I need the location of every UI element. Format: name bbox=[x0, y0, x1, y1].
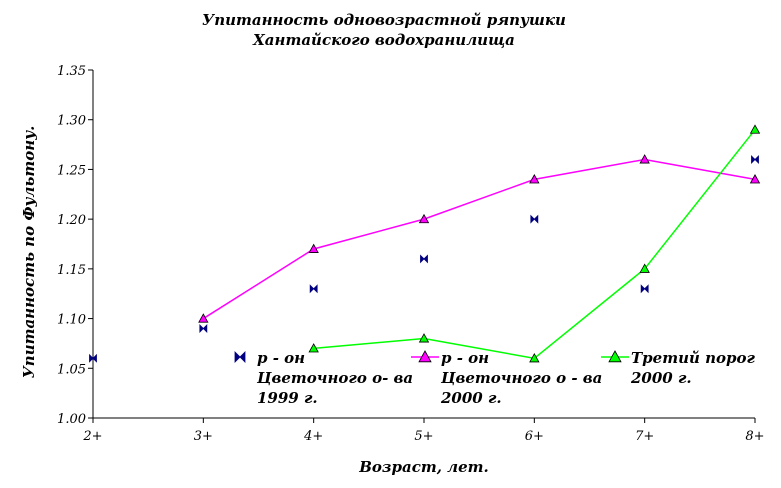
data-point bbox=[92, 353, 97, 363]
legend-label: 2000 г. bbox=[630, 369, 692, 387]
data-point bbox=[308, 243, 319, 253]
legend-label: Цветочного о- ва bbox=[256, 369, 413, 387]
chart-title-line-1: Упитанность одновозрастной ряпушки bbox=[202, 11, 566, 29]
series-line bbox=[202, 158, 756, 320]
x-tick-label: 5+ bbox=[414, 429, 433, 444]
y-tick-label: 1.35 bbox=[57, 64, 86, 79]
series-3 bbox=[308, 124, 761, 363]
series-2 bbox=[198, 154, 761, 323]
chart-title: Упитанность одновозрастной ряпушки Ханта… bbox=[202, 11, 566, 49]
data-point bbox=[640, 284, 646, 294]
data-point bbox=[644, 284, 649, 294]
y-ticks: 1.00 1.05 1.10 1.15 1.20 1.25 1.30 1.35 bbox=[57, 64, 93, 427]
data-point bbox=[529, 353, 540, 363]
x-axis-label: Возраст, лет. bbox=[358, 458, 489, 476]
legend-entry-3: Третий порог 2000 г. bbox=[601, 349, 756, 387]
data-point bbox=[423, 254, 428, 264]
legend-entry-2: р - он Цветочного о - ва 2000 г. bbox=[411, 349, 602, 407]
legend-label: 2000 г. bbox=[440, 389, 502, 407]
data-point bbox=[639, 154, 650, 164]
data-point bbox=[749, 124, 761, 134]
data-point bbox=[418, 350, 432, 363]
legend-label: р - он bbox=[257, 349, 305, 367]
data-point bbox=[639, 263, 650, 273]
data-point bbox=[309, 284, 315, 294]
y-tick-label: 1.15 bbox=[57, 263, 86, 278]
data-point bbox=[420, 254, 425, 264]
x-tick-label: 3+ bbox=[194, 429, 213, 444]
data-point bbox=[89, 353, 94, 363]
x-tick-label: 7+ bbox=[635, 429, 654, 444]
data-point bbox=[234, 351, 241, 363]
y-tick-label: 1.05 bbox=[57, 362, 86, 377]
x-tick-label: 8+ bbox=[745, 429, 764, 444]
legend-label: Третий порог bbox=[631, 349, 756, 367]
data-point bbox=[418, 333, 430, 343]
x-tick-label: 2+ bbox=[82, 429, 102, 444]
legend-label: 1999 г. bbox=[257, 389, 318, 407]
y-tick-label: 1.10 bbox=[57, 313, 86, 328]
data-point bbox=[529, 174, 540, 184]
y-axis-label: Упитанность по Фультону. bbox=[20, 126, 38, 379]
data-point bbox=[202, 324, 208, 333]
data-point bbox=[749, 174, 761, 184]
data-point bbox=[239, 351, 246, 363]
data-point bbox=[608, 350, 622, 363]
series-line bbox=[313, 129, 756, 360]
y-tick-label: 1.20 bbox=[57, 213, 86, 228]
data-point bbox=[198, 313, 209, 323]
data-point bbox=[751, 155, 756, 164]
series-1 bbox=[89, 155, 759, 363]
x-ticks: 2+ 3+ 4+ 5+ 6+ 7+ 8+ bbox=[82, 418, 765, 444]
legend-entry-1: р - он Цветочного о- ва 1999 г. bbox=[234, 349, 413, 407]
legend-label: р - он bbox=[441, 349, 489, 367]
data-point bbox=[530, 214, 535, 224]
legend-label: Цветочного о - ва bbox=[440, 369, 602, 387]
series-layer bbox=[89, 124, 761, 363]
y-tick-label: 1.00 bbox=[57, 412, 86, 427]
x-tick-label: 4+ bbox=[303, 429, 323, 444]
y-tick-label: 1.30 bbox=[57, 114, 86, 129]
data-point bbox=[418, 213, 430, 224]
chart-title-line-2: Хантайского водохранилища bbox=[252, 31, 515, 49]
data-point bbox=[308, 343, 319, 353]
y-tick-label: 1.25 bbox=[57, 163, 86, 178]
data-point bbox=[199, 324, 204, 333]
data-point bbox=[754, 155, 759, 164]
legend: р - он Цветочного о- ва 1999 г. р - он Цвето… bbox=[234, 349, 756, 407]
data-point bbox=[313, 284, 318, 294]
x-tick-label: 6+ bbox=[525, 429, 544, 444]
data-point bbox=[533, 214, 539, 224]
